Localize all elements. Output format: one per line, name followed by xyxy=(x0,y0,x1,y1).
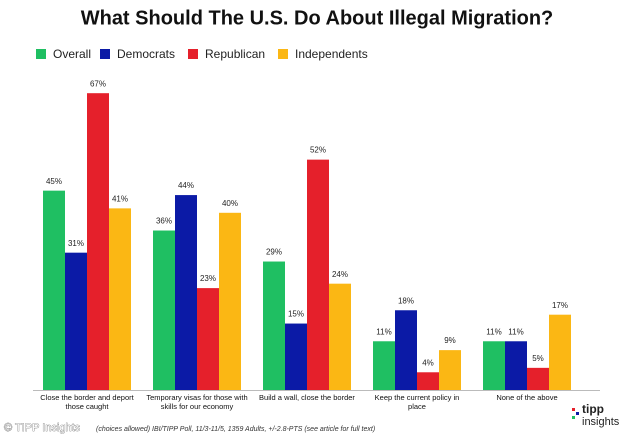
bar xyxy=(329,283,351,390)
value-label: 52% xyxy=(310,146,326,155)
value-label: 40% xyxy=(222,199,238,208)
value-label: 11% xyxy=(486,327,501,336)
bar xyxy=(219,212,241,390)
value-label: 31% xyxy=(68,239,84,248)
value-label: 36% xyxy=(156,217,172,226)
x-tick-label: Build a wall, close the border xyxy=(259,393,355,402)
bar xyxy=(417,372,439,390)
bar xyxy=(197,288,219,390)
x-tick-label: Temporary visas for those with skills fo… xyxy=(146,393,248,411)
logo-dot xyxy=(576,412,579,415)
legend-swatch xyxy=(188,49,198,59)
logo-text: tipp xyxy=(582,402,604,416)
legend-label: Democrats xyxy=(117,47,175,61)
x-tick-label: Keep the current policy in place xyxy=(374,393,460,411)
value-label: 11% xyxy=(508,327,523,336)
legend-swatch xyxy=(36,49,46,59)
source: (choices allowed) IBI/TIPP Poll, 11/3-11… xyxy=(96,426,375,433)
value-label: 15% xyxy=(288,310,304,319)
bar xyxy=(483,341,505,390)
value-label: 4% xyxy=(422,358,434,367)
value-label: 29% xyxy=(266,248,282,257)
x-tick-label: Close the border and deport those caught xyxy=(40,393,134,411)
bar xyxy=(43,190,65,390)
legend-label: Republican xyxy=(205,47,265,61)
bar xyxy=(65,252,87,390)
logo: tipp insights xyxy=(572,402,620,428)
bar xyxy=(527,367,549,390)
logo-dot xyxy=(572,416,575,419)
bar xyxy=(153,230,175,390)
logo-text: insights xyxy=(582,416,620,428)
bar xyxy=(307,159,329,390)
bar xyxy=(549,314,571,390)
value-label: 67% xyxy=(90,79,106,88)
value-label: 45% xyxy=(46,177,62,186)
legend-label: Independents xyxy=(295,47,368,61)
x-tick-label: None of the above xyxy=(496,393,558,402)
value-label: 44% xyxy=(178,181,194,190)
watermark: © TIPP Insights xyxy=(4,422,81,434)
bar xyxy=(395,310,417,390)
value-label: 41% xyxy=(112,194,128,203)
bar xyxy=(505,341,527,390)
bar xyxy=(175,195,197,390)
logo-dot xyxy=(572,408,575,411)
value-label: 24% xyxy=(332,270,348,279)
legend-swatch xyxy=(278,49,288,59)
chart-title: What Should The U.S. Do About Illegal Mi… xyxy=(81,7,554,29)
bar xyxy=(439,350,461,390)
bar xyxy=(285,323,307,390)
value-label: 18% xyxy=(398,296,414,305)
value-label: 11% xyxy=(376,327,391,336)
bar xyxy=(263,261,285,390)
bar xyxy=(373,341,395,390)
bar xyxy=(109,208,131,390)
value-label: 5% xyxy=(532,354,544,363)
value-label: 17% xyxy=(552,301,568,310)
bar xyxy=(87,93,109,390)
value-label: 9% xyxy=(444,336,456,345)
value-label: 23% xyxy=(200,274,216,283)
legend-label: Overall xyxy=(53,47,91,61)
legend-swatch xyxy=(100,49,110,59)
